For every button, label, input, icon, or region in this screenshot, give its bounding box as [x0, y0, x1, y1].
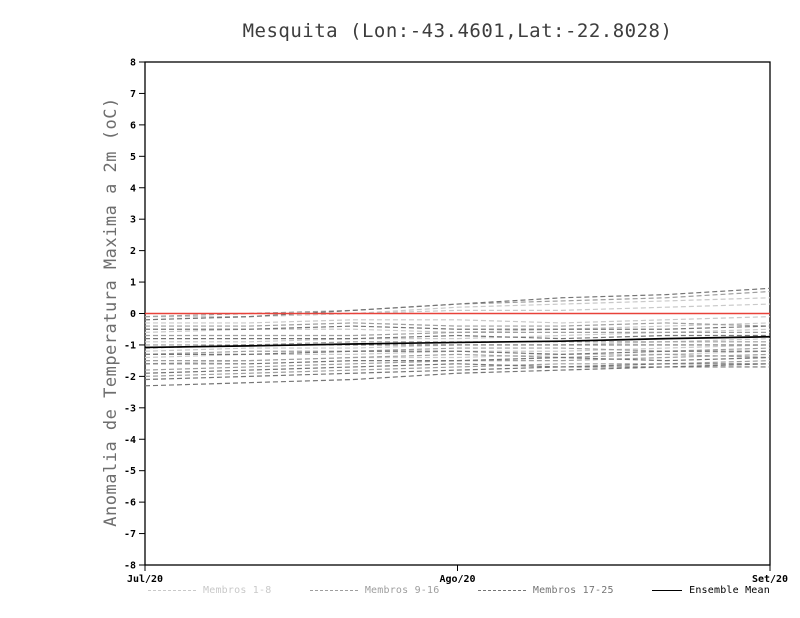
member-line-group-3	[144, 363, 770, 374]
legend: Membros 1-8 Membros 9-16 Membros 17-25 E…	[148, 585, 770, 596]
legend-item-members-1-8: Membros 1-8	[148, 585, 271, 596]
y-tick-label: 6	[130, 120, 136, 131]
member-line-group-2	[145, 331, 770, 337]
legend-line-members-1-8-icon	[148, 590, 196, 591]
member-line-group-1	[145, 303, 771, 318]
legend-label-members-1-8: Membros 1-8	[203, 585, 272, 596]
member-line-group-2	[144, 360, 771, 377]
x-tick-label: Set/20	[752, 574, 788, 585]
y-tick-label: -3	[124, 403, 136, 414]
member-line-group-2	[145, 353, 771, 362]
x-tick-label: Ago/20	[439, 574, 475, 585]
chart-title: Mesquita (Lon:-43.4601,Lat:-22.8028)	[242, 20, 673, 42]
y-tick-label: -6	[124, 498, 136, 509]
y-tick-label: 1	[130, 278, 136, 289]
legend-line-members-9-16-icon	[309, 590, 358, 591]
y-tick-label: -2	[124, 372, 136, 383]
legend-item-ensemble-mean: Ensemble Mean	[652, 585, 770, 596]
legend-item-members-17-25: Membros 17-25	[477, 585, 614, 596]
y-tick-label: -7	[124, 529, 136, 540]
ensemble-mean-line	[144, 335, 771, 349]
member-line-group-3	[145, 350, 770, 355]
member-line-group-3	[145, 356, 771, 365]
y-tick-label: 0	[130, 309, 136, 320]
y-tick-label: 7	[130, 89, 136, 100]
member-line-group-3	[144, 363, 771, 381]
legend-line-members-17-25-icon	[477, 590, 526, 591]
legend-label-members-17-25: Membros 17-25	[532, 585, 614, 596]
y-tick-label: -5	[124, 466, 136, 477]
y-tick-label: 5	[130, 152, 136, 163]
member-line-group-3	[144, 344, 770, 349]
member-line-group-3	[144, 287, 771, 321]
member-line-group-3	[145, 334, 770, 340]
member-line-group-1	[145, 316, 771, 324]
member-line-group-2	[144, 353, 771, 371]
member-line-group-3	[144, 366, 770, 387]
y-tick-label: -8	[124, 561, 136, 572]
member-line-group-2	[145, 322, 771, 327]
y-tick-label: -4	[124, 435, 136, 446]
y-tick-label: 2	[130, 246, 136, 257]
y-tick-label: -1	[124, 340, 136, 351]
y-tick-label: 3	[130, 215, 136, 226]
legend-label-members-9-16: Membros 9-16	[364, 585, 440, 596]
y-tick-label: 4	[130, 183, 136, 194]
member-line-group-3	[145, 325, 771, 330]
y-tick-label: 8	[130, 58, 136, 69]
member-line-group-1	[144, 297, 771, 321]
legend-label-ensemble-mean: Ensemble Mean	[689, 585, 770, 596]
legend-item-members-9-16: Membros 9-16	[309, 585, 440, 596]
legend-line-ensemble-mean-icon	[652, 590, 683, 591]
member-line-group-1	[144, 322, 771, 333]
x-tick-label: Jul/20	[127, 574, 163, 585]
